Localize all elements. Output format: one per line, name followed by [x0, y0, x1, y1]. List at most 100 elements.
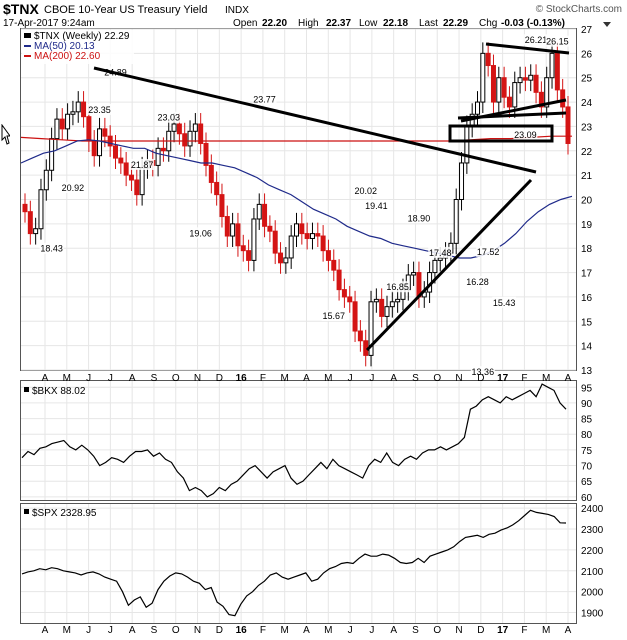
main-x-tick-label: O: [433, 373, 441, 384]
candle-body: [65, 113, 71, 130]
candle-body: [256, 203, 262, 220]
candle-body: [38, 189, 44, 230]
annotation-bg: [353, 185, 378, 197]
annotation-bg: [60, 182, 85, 194]
candle-body: [432, 259, 438, 274]
header-name: CBOE 10-Year US Treasury Yield: [44, 4, 207, 16]
annotation-label: 21.87: [131, 160, 154, 170]
main-y-tick-label: 18: [581, 244, 593, 255]
candle-body: [336, 269, 342, 291]
candle-body: [309, 233, 315, 239]
spx-y-tick-label: 2300: [581, 525, 604, 536]
candle-body: [341, 289, 347, 298]
annotation-bg: [428, 246, 453, 258]
candle-body: [459, 162, 465, 200]
annotation-label: 26.15: [546, 37, 569, 47]
annotation-bg: [321, 309, 346, 321]
main-x-tick-label: A: [565, 373, 572, 384]
main-x-tick-label: J: [348, 373, 353, 384]
spx-panel[interactable]: [20, 503, 577, 624]
bkx-panel[interactable]: [20, 380, 577, 501]
candle-body: [171, 123, 177, 132]
candle-body: [187, 130, 193, 147]
candle-body: [155, 147, 161, 166]
main-x-tick-label: M: [281, 373, 289, 384]
annotation-label: 17.52: [477, 247, 500, 257]
header-last-label: Last: [419, 18, 438, 29]
candle-body: [272, 230, 278, 254]
main-x-tick-label: 17: [497, 373, 509, 384]
candle-body: [384, 306, 390, 317]
trendline: [93, 66, 537, 174]
main-y-tick-label: 27: [581, 25, 593, 36]
spx-x-tick-label: M: [63, 625, 71, 635]
candle-body: [352, 301, 358, 332]
spx-x-tick-label: D: [216, 625, 223, 635]
main-x-tick-label: F: [260, 373, 266, 384]
candle-body: [347, 296, 353, 303]
spx-legend-swatch: [24, 509, 29, 514]
candle-body: [283, 257, 289, 264]
annotation-label: 19.41: [365, 201, 388, 211]
spx-x-tick-label: J: [86, 625, 91, 635]
header-low: 22.18: [383, 18, 408, 29]
annotation-label: 23.35: [88, 105, 111, 115]
main-y-tick-label: 19: [581, 220, 593, 231]
spx-x-tick-label: J: [108, 625, 113, 635]
header-last: 22.29: [443, 18, 468, 29]
spx-x-tick-label: A: [390, 625, 397, 635]
legend-ma200: MA(200) 22.60: [34, 51, 101, 62]
main-x-tick-label: A: [129, 373, 136, 384]
bkx-y-tick-label: 70: [581, 462, 593, 473]
candle-body: [224, 216, 230, 237]
trendline: [460, 98, 567, 123]
candle-body: [299, 223, 305, 235]
candle-body: [54, 118, 60, 140]
main-y-tick-label: 14: [581, 342, 593, 353]
candle-body: [27, 211, 33, 235]
spx-x-tick-label: 16: [236, 625, 248, 635]
candle-body: [565, 106, 571, 144]
main-x-tick-label: A: [42, 373, 49, 384]
candle-body: [160, 147, 166, 152]
annotation-label: 23.03: [157, 113, 180, 123]
candle-body: [49, 138, 55, 171]
annotation-label: 26.21: [525, 35, 548, 45]
candle-body: [118, 157, 124, 164]
candle-body: [437, 257, 443, 261]
bkx-layer: [21, 383, 567, 498]
main-x-tick-label: M: [324, 373, 332, 384]
candle-body: [251, 218, 257, 261]
candle-body: [320, 235, 326, 252]
candle-body: [554, 52, 560, 91]
header-open: 22.20: [262, 18, 287, 29]
spx-x-tick-label: A: [565, 625, 572, 635]
candle-body: [134, 179, 140, 196]
candle-body: [304, 233, 310, 239]
annotation-bg: [406, 212, 431, 224]
ma200-line: [20, 135, 572, 142]
header-high-label: High: [298, 18, 319, 29]
candle-body: [501, 77, 507, 98]
spx-layer: [21, 509, 567, 617]
candle-body: [533, 74, 539, 93]
annotation-bg: [156, 111, 181, 123]
header-low-label: Low: [359, 18, 378, 29]
candle-body: [208, 164, 214, 183]
header-source[interactable]: © StockCharts.com: [536, 4, 622, 15]
annotation-bg: [364, 199, 389, 211]
candle-body: [203, 142, 209, 166]
spx-x-tick-label: J: [369, 625, 374, 635]
main-y-tick-label: 17: [581, 269, 593, 280]
header-high: 22.37: [326, 18, 351, 29]
annotation-label: 18.43: [40, 244, 63, 254]
header-open-label: Open: [233, 18, 257, 29]
candle-body: [331, 259, 337, 271]
candle-body: [22, 203, 28, 213]
annotation-bg: [39, 242, 64, 254]
main-x-tick-label: D: [477, 373, 484, 384]
candle-body: [192, 123, 198, 132]
annotation-bg: [87, 103, 112, 115]
candle-body: [33, 228, 39, 235]
